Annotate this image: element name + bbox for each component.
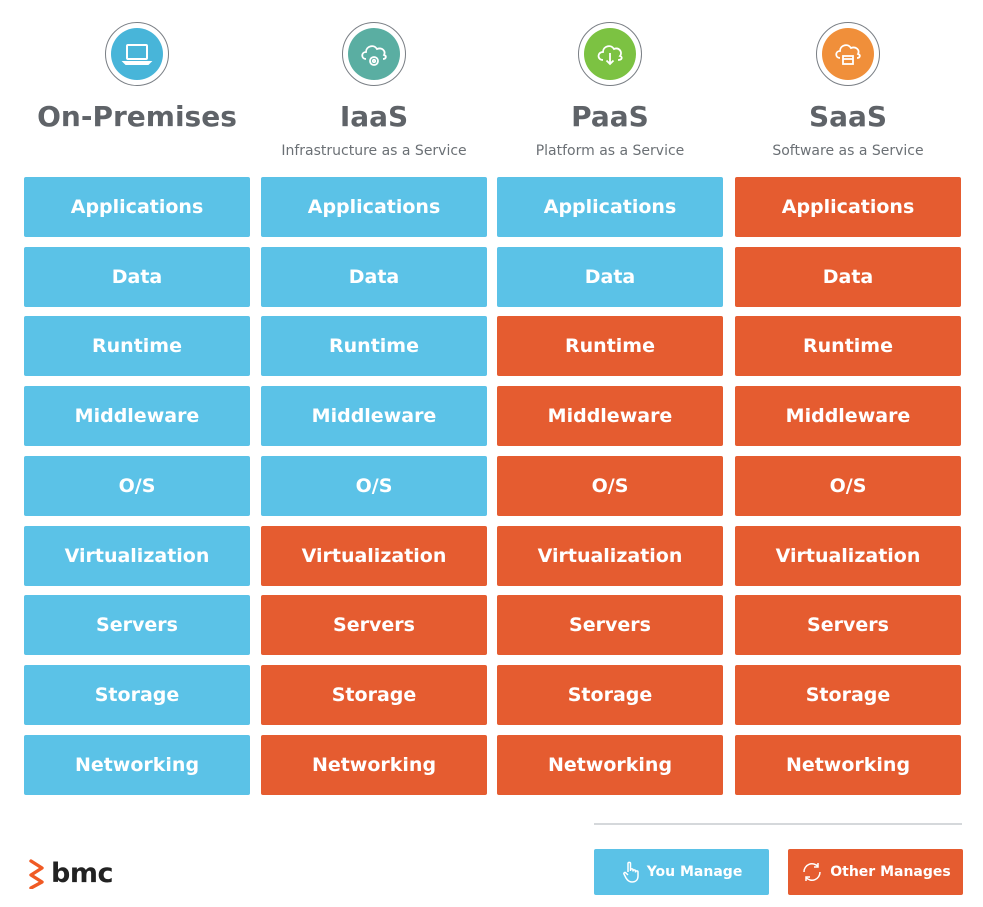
tile-data: Data — [261, 247, 487, 307]
tile-o-s: O/S — [735, 456, 961, 516]
tile-o-s: O/S — [24, 456, 250, 516]
column-header: PaaS Platform as a Service — [497, 0, 723, 175]
column-title: On-Premises — [37, 100, 237, 133]
column-paas: PaaS Platform as a Service — [497, 0, 723, 175]
cloud-box-icon — [822, 28, 874, 80]
tile-runtime: Runtime — [497, 316, 723, 376]
column-subtitle: Platform as a Service — [535, 143, 685, 159]
saas-icon-ring — [816, 22, 880, 86]
tile-networking: Networking — [24, 735, 250, 795]
tile-storage: Storage — [735, 665, 961, 725]
tile-servers: Servers — [261, 595, 487, 655]
cloud-gear-icon — [348, 28, 400, 80]
tile-o-s: O/S — [261, 456, 487, 516]
tile-servers: Servers — [24, 595, 250, 655]
tile-middleware: Middleware — [497, 386, 723, 446]
column-saas: SaaS Software as a Service — [735, 0, 961, 175]
on-premises-icon-ring — [105, 22, 169, 86]
tile-data: Data — [497, 247, 723, 307]
logo-text: bmc — [51, 857, 113, 889]
tile-virtualization: Virtualization — [24, 526, 250, 586]
column-subtitle: Infrastructure as a Service — [281, 143, 467, 159]
legend-you-manage-label: You Manage — [646, 864, 743, 880]
tile-middleware: Middleware — [24, 386, 250, 446]
refresh-icon — [803, 863, 822, 881]
legend-divider — [594, 823, 962, 825]
tile-storage: Storage — [497, 665, 723, 725]
tile-servers: Servers — [497, 595, 723, 655]
tile-servers: Servers — [735, 595, 961, 655]
column-title: SaaS — [808, 100, 888, 133]
bmc-logo: bmc — [27, 855, 113, 891]
tile-o-s: O/S — [497, 456, 723, 516]
tile-applications: Applications — [261, 177, 487, 237]
iaas-icon-ring — [342, 22, 406, 86]
tile-virtualization: Virtualization — [261, 526, 487, 586]
hand-pointer-icon — [622, 861, 639, 883]
column-header: On-Premises — [24, 0, 250, 175]
legend-other-manages: Other Manages — [788, 849, 963, 895]
cloud-download-icon — [584, 28, 636, 80]
tile-data: Data — [24, 247, 250, 307]
tile-data: Data — [735, 247, 961, 307]
paas-icon-ring — [578, 22, 642, 86]
tile-virtualization: Virtualization — [735, 526, 961, 586]
tile-networking: Networking — [735, 735, 961, 795]
tile-applications: Applications — [735, 177, 961, 237]
column-header: IaaS Infrastructure as a Service — [261, 0, 487, 175]
column-title: IaaS — [339, 100, 409, 133]
tile-runtime: Runtime — [735, 316, 961, 376]
tile-applications: Applications — [497, 177, 723, 237]
tile-middleware: Middleware — [735, 386, 961, 446]
tile-storage: Storage — [261, 665, 487, 725]
column-iaas: IaaS Infrastructure as a Service — [261, 0, 487, 175]
tile-networking: Networking — [497, 735, 723, 795]
tile-networking: Networking — [261, 735, 487, 795]
column-on-premises: On-Premises — [24, 0, 250, 175]
column-subtitle: Software as a Service — [772, 143, 924, 159]
legend-other-manages-label: Other Manages — [830, 864, 951, 880]
tile-middleware: Middleware — [261, 386, 487, 446]
tile-applications: Applications — [24, 177, 250, 237]
bmc-mark-icon — [29, 859, 44, 889]
column-title: PaaS — [571, 100, 649, 133]
tile-virtualization: Virtualization — [497, 526, 723, 586]
legend-you-manage: You Manage — [594, 849, 769, 895]
laptop-icon — [111, 28, 163, 80]
column-header: SaaS Software as a Service — [735, 0, 961, 175]
tile-runtime: Runtime — [24, 316, 250, 376]
tile-storage: Storage — [24, 665, 250, 725]
tile-runtime: Runtime — [261, 316, 487, 376]
